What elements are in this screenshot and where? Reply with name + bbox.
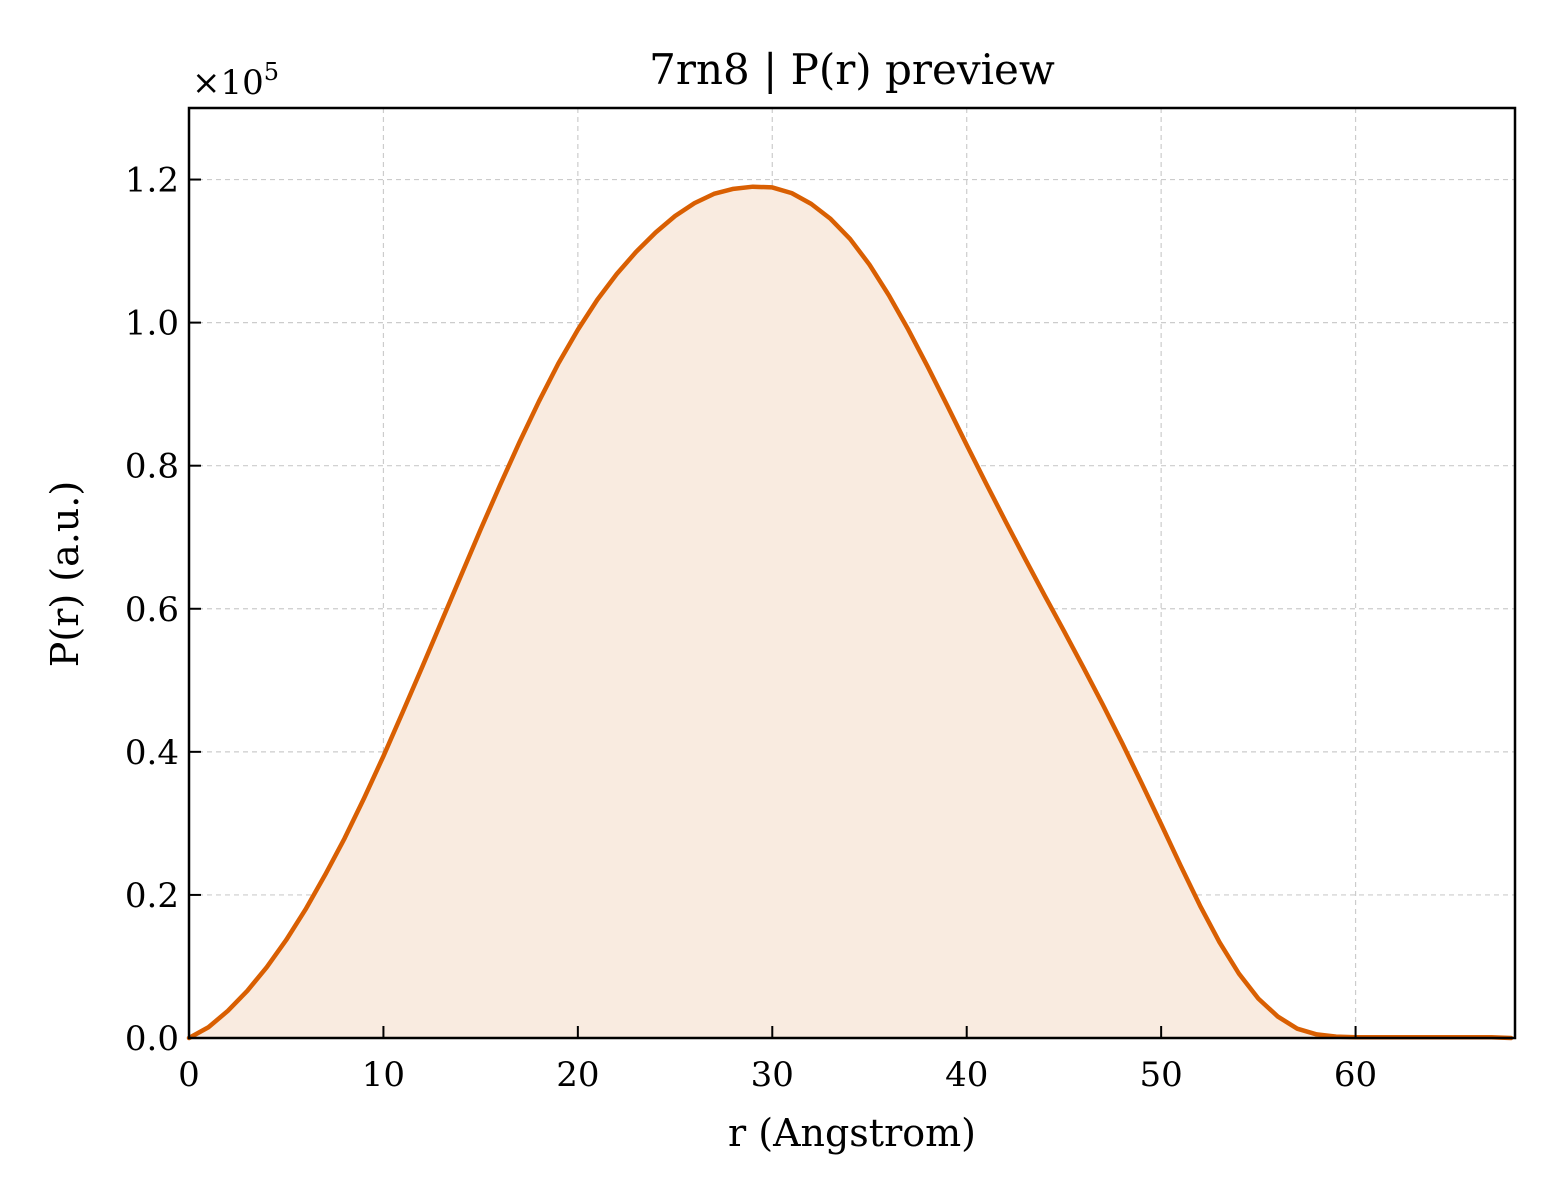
series-line xyxy=(186,184,1514,1041)
area-fill xyxy=(189,186,1512,1038)
x-tick-label: 0 xyxy=(178,1055,200,1095)
x-tick-label: 20 xyxy=(556,1055,599,1095)
y-axis-multiplier-exponent: 5 xyxy=(264,58,279,86)
y-tick-label: 1.0 xyxy=(125,304,179,344)
x-axis-title: r (Angstrom) xyxy=(728,1111,976,1155)
x-tick-label: 30 xyxy=(751,1055,794,1095)
x-tick-label: 50 xyxy=(1140,1055,1183,1095)
y-tick-label: 0.8 xyxy=(125,447,179,487)
x-tick-label: 60 xyxy=(1334,1055,1377,1095)
y-axis-multiplier-base: ×10 xyxy=(192,63,264,103)
y-tick-label: 0.4 xyxy=(125,733,179,773)
x-tick-label: 40 xyxy=(945,1055,988,1095)
y-tick-label: 1.2 xyxy=(125,161,179,201)
y-tick-label: 0.2 xyxy=(125,876,179,916)
y-tick-label: 0.0 xyxy=(125,1019,179,1059)
y-tick-label: 0.6 xyxy=(125,590,179,630)
x-tick-label: 10 xyxy=(362,1055,405,1095)
y-axis-title: P(r) (a.u.) xyxy=(43,481,87,667)
plot-frame xyxy=(187,106,1517,1040)
y-axis-multiplier: ×105 xyxy=(192,58,279,103)
chart-title: 7rn8 | P(r) preview xyxy=(649,45,1055,94)
axis-ticks: 0 10 20 30 40 50 60 0.0 0.2 0.4 0.6 0.8 1.0 1.2 xyxy=(125,161,1377,1095)
